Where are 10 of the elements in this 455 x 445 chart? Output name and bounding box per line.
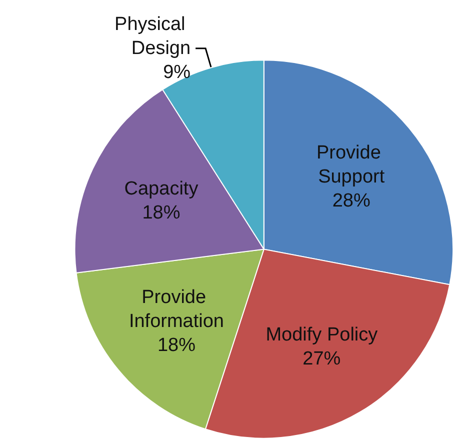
- data-label: 18%: [157, 335, 196, 356]
- slice-label: Modify Policy: [266, 324, 378, 346]
- slice-label: Capacity: [124, 178, 199, 200]
- data-label: 27%: [302, 348, 341, 370]
- data-label: 9%: [163, 62, 191, 83]
- slice-label: Provide Support: [316, 142, 386, 188]
- data-label: 28%: [332, 190, 370, 212]
- data-label: 18%: [142, 202, 180, 224]
- slice-label: Physical Design: [114, 14, 191, 59]
- slice-label: Provide Information: [128, 287, 224, 332]
